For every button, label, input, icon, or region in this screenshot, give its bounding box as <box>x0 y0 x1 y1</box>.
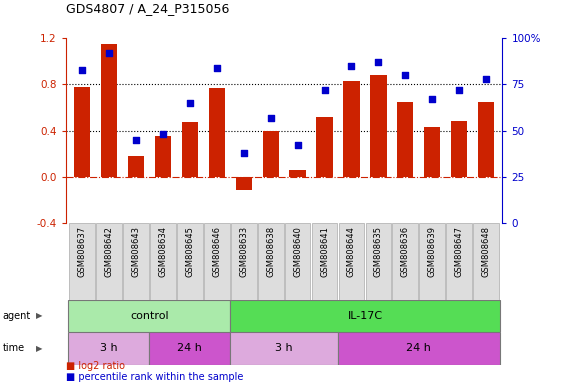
Text: GSM808635: GSM808635 <box>374 226 383 277</box>
Text: ▶: ▶ <box>35 344 42 353</box>
Bar <box>100 44 117 177</box>
Text: GSM808641: GSM808641 <box>320 226 329 276</box>
Text: time: time <box>3 343 25 354</box>
Text: 24 h: 24 h <box>177 343 202 354</box>
Bar <box>231 223 256 300</box>
Point <box>347 63 356 69</box>
Bar <box>230 332 338 365</box>
Text: GSM808642: GSM808642 <box>104 226 113 276</box>
Text: GSM808637: GSM808637 <box>77 226 86 277</box>
Point <box>212 65 221 71</box>
Point <box>239 150 248 156</box>
Point <box>320 87 329 93</box>
Bar <box>339 223 364 300</box>
Bar <box>289 170 305 177</box>
Point <box>131 137 140 143</box>
Bar <box>208 88 225 177</box>
Bar <box>235 177 252 190</box>
Text: control: control <box>130 311 168 321</box>
Bar <box>424 127 440 177</box>
Bar <box>69 332 149 365</box>
Point <box>77 67 86 73</box>
Bar <box>149 332 230 365</box>
Bar <box>392 223 419 300</box>
Bar <box>371 75 387 177</box>
Bar <box>473 223 499 300</box>
Bar <box>284 223 311 300</box>
Point <box>401 72 410 78</box>
Bar <box>258 223 284 300</box>
Text: GSM808646: GSM808646 <box>212 226 221 277</box>
Text: GSM808643: GSM808643 <box>131 226 140 277</box>
Bar <box>478 102 494 177</box>
Text: IL-17C: IL-17C <box>347 311 383 321</box>
Bar <box>155 136 171 177</box>
Bar <box>316 117 332 177</box>
Text: ■ log2 ratio: ■ log2 ratio <box>66 361 124 371</box>
Text: 24 h: 24 h <box>407 343 431 354</box>
Bar <box>204 223 230 300</box>
Bar <box>69 300 230 332</box>
Text: ■ percentile rank within the sample: ■ percentile rank within the sample <box>66 372 243 382</box>
Text: ▶: ▶ <box>35 311 42 320</box>
Text: GSM808639: GSM808639 <box>428 226 437 277</box>
Bar <box>128 156 144 177</box>
Bar <box>96 223 122 300</box>
Point <box>455 87 464 93</box>
Point <box>104 50 114 56</box>
Text: GSM808648: GSM808648 <box>482 226 491 277</box>
Bar <box>338 332 500 365</box>
Text: GSM808645: GSM808645 <box>185 226 194 276</box>
Bar <box>397 102 413 177</box>
Bar <box>312 223 337 300</box>
Bar <box>451 121 468 177</box>
Bar <box>420 223 445 300</box>
Point <box>428 96 437 102</box>
Text: 3 h: 3 h <box>275 343 293 354</box>
Text: GSM808634: GSM808634 <box>158 226 167 277</box>
Text: GSM808633: GSM808633 <box>239 226 248 277</box>
Text: 3 h: 3 h <box>100 343 118 354</box>
Bar <box>343 81 360 177</box>
Point <box>482 76 491 82</box>
Point <box>158 131 167 137</box>
Point <box>374 59 383 65</box>
Bar <box>365 223 391 300</box>
Point <box>185 100 194 106</box>
Text: GSM808644: GSM808644 <box>347 226 356 276</box>
Bar <box>230 300 500 332</box>
Point <box>266 114 275 121</box>
Bar <box>263 131 279 177</box>
Point <box>293 142 302 148</box>
Bar <box>69 223 95 300</box>
Bar <box>150 223 176 300</box>
Text: agent: agent <box>3 311 31 321</box>
Bar <box>123 223 148 300</box>
Text: GSM808636: GSM808636 <box>401 226 410 277</box>
Bar <box>447 223 472 300</box>
Bar <box>177 223 203 300</box>
Text: GSM808640: GSM808640 <box>293 226 302 276</box>
Text: GDS4807 / A_24_P315056: GDS4807 / A_24_P315056 <box>66 2 229 15</box>
Text: GSM808638: GSM808638 <box>266 226 275 277</box>
Bar <box>74 87 90 177</box>
Text: GSM808647: GSM808647 <box>455 226 464 277</box>
Bar <box>182 122 198 177</box>
